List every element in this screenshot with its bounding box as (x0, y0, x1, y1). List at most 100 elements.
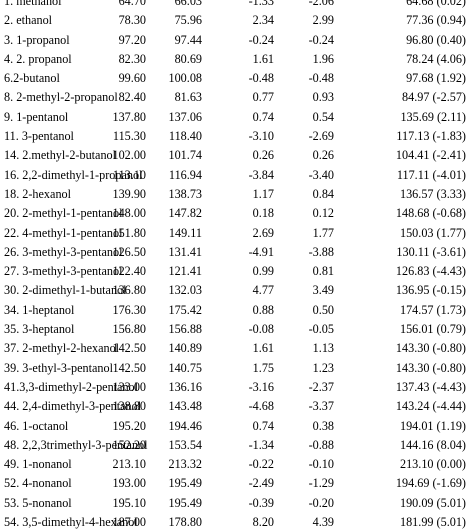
relative-error-value: -2.06 (308, 0, 334, 8)
relative-error-value: 1.96 (312, 51, 334, 66)
relative-error-value: 1.77 (312, 225, 334, 240)
alternative-prediction-value: 143.30 (-0.80) (395, 360, 466, 375)
predicted-value: 137.06 (168, 109, 202, 124)
predicted-value: 178.80 (168, 515, 202, 530)
experimental-value: 136.80 (112, 283, 146, 298)
experimental-value: 187.00 (112, 515, 146, 530)
alternative-prediction-value: 143.30 (-0.80) (395, 341, 466, 356)
compound-name: 27. 3-methyl-3-pentanol (4, 264, 123, 279)
residual-value: 0.77 (252, 90, 274, 105)
predicted-value: 131.41 (168, 244, 202, 259)
alternative-prediction-value: 135.69 (2.11) (400, 109, 466, 124)
alternative-prediction-value: 194.01 (1.19) (399, 418, 466, 433)
compound-name: 52. 4-nonanol (4, 476, 72, 491)
alternative-prediction-value: 144.16 (8.04) (399, 437, 466, 452)
compound-name: 3. 1-propanol (4, 32, 70, 47)
predicted-value: 97.44 (174, 32, 202, 47)
residual-value: -3.84 (248, 167, 274, 182)
experimental-value: 137.80 (112, 109, 146, 124)
experimental-value: 78.30 (118, 13, 146, 28)
predicted-value: 195.49 (168, 495, 202, 510)
alternative-prediction-value: 104.41 (-2.41) (395, 148, 466, 163)
compound-name: 41.3,3-dimethyl-2-pentanol (4, 379, 139, 394)
experimental-value: 64.70 (118, 0, 146, 8)
compound-name: 18. 2-hexanol (4, 186, 72, 201)
predicted-value: 116.94 (168, 167, 202, 182)
relative-error-value: 0.54 (312, 109, 334, 124)
compound-name: 37. 2-methyl-2-hexanol (4, 341, 120, 356)
table-row: 9. 1-pentanol 137.80 137.06 0.74 0.54 135.69 … (0, 108, 474, 127)
compound-name: 26. 3-methyl-3-pentanol (4, 244, 123, 259)
table-row: 26. 3-methyl-3-pentanol 126.50 131.41 -4.91… (0, 243, 474, 262)
experimental-value: 151.80 (112, 225, 146, 240)
relative-error-value: 0.93 (312, 90, 334, 105)
predicted-value: 213.32 (168, 457, 202, 472)
compound-name: 44. 2,4-dimethyl-3-pentanol (4, 399, 142, 414)
alternative-prediction-value: 137.43 (-4.43) (395, 379, 466, 394)
predicted-value: 195.49 (168, 476, 202, 491)
residual-value: -0.48 (248, 71, 274, 86)
residual-value: 0.88 (252, 302, 274, 317)
alternative-prediction-value: 96.80 (0.40) (406, 32, 466, 47)
alternative-prediction-value: 64.68 (0.02) (406, 0, 466, 8)
residual-value: -0.08 (248, 322, 274, 337)
experimental-value: 156.80 (112, 322, 146, 337)
experimental-value: 133.00 (112, 379, 146, 394)
relative-error-value: 0.84 (312, 186, 334, 201)
table-row: 35. 3-heptanol 156.80 156.88 -0.08 -0.05 156.… (0, 320, 474, 339)
predicted-value: 81.63 (174, 90, 202, 105)
experimental-value: 142.50 (112, 360, 146, 375)
alternative-prediction-value: 150.03 (1.77) (399, 225, 466, 240)
residual-value: 0.74 (252, 109, 274, 124)
residual-value: 1.17 (252, 186, 274, 201)
experimental-value: 126.50 (112, 244, 146, 259)
compound-name: 8. 2-methyl-2-propanol (4, 90, 118, 105)
alternative-prediction-value: 117.11 (-4.01) (396, 167, 466, 182)
residual-value: 1.61 (252, 341, 274, 356)
relative-error-value: 0.12 (312, 206, 334, 221)
predicted-value: 132.03 (168, 283, 202, 298)
compound-name: 9. 1-pentanol (4, 109, 69, 124)
predicted-value: 153.54 (168, 437, 202, 452)
relative-error-value: 1.23 (312, 360, 334, 375)
residual-value: 8.20 (252, 515, 274, 530)
relative-error-value: -2.37 (308, 379, 334, 394)
compound-name: 34. 1-heptanol (4, 302, 75, 317)
experimental-value: 99.60 (118, 71, 146, 86)
table-row: 20. 2-methyl-1-pentanol 148.00 147.82 0.18 0… (0, 204, 474, 223)
experimental-value: 82.30 (118, 51, 146, 66)
experimental-value: 148.00 (112, 206, 146, 221)
compound-name: 11. 3-pentanol (4, 129, 74, 144)
table-row: 30. 2-dimethyl-1-butanol 136.80 132.03 4.77… (0, 281, 474, 300)
table-row: 6.2-butanol 99.60 100.08 -0.48 -0.48 97.68 (1… (0, 69, 474, 88)
predicted-value: 75.96 (174, 13, 202, 28)
table-row: 34. 1-heptanol 176.30 175.42 0.88 0.50 174.57… (0, 301, 474, 320)
table-row: 41.3,3-dimethyl-2-pentanol 133.00 136.16 -3… (0, 378, 474, 397)
table-row: 53. 5-nonanol 195.10 195.49 -0.39 -0.20 190.0… (0, 494, 474, 513)
table-row: 3. 1-propanol 97.20 97.44 -0.24 -0.24 96.80 (… (0, 31, 474, 50)
residual-value: 4.77 (252, 283, 274, 298)
alternative-prediction-value: 136.95 (-0.15) (395, 283, 466, 298)
predicted-value: 140.89 (168, 341, 202, 356)
relative-error-value: 4.39 (312, 515, 334, 530)
compound-name: 2. ethanol (4, 13, 53, 28)
experimental-value: 195.20 (112, 418, 146, 433)
relative-error-value: -0.05 (308, 322, 334, 337)
residual-value: 0.99 (252, 264, 274, 279)
compound-name: 49. 1-nonanol (4, 457, 72, 472)
alternative-prediction-value: 190.09 (5.01) (399, 495, 466, 510)
residual-value: 0.18 (252, 206, 274, 221)
predicted-value: 138.73 (168, 186, 202, 201)
relative-error-value: -3.88 (308, 244, 334, 259)
table-row: 46. 1-octanol 195.20 194.46 0.74 0.38 194.01 … (0, 417, 474, 436)
table-row: 49. 1-nonanol 213.10 213.32 -0.22 -0.10 213.1… (0, 455, 474, 474)
table-row: 8. 2-methyl-2-propanol 82.40 81.63 0.77 0.93… (0, 88, 474, 107)
predicted-value: 143.48 (168, 399, 202, 414)
experimental-value: 138.80 (112, 399, 146, 414)
relative-error-value: 3.49 (312, 283, 334, 298)
compound-name: 6.2-butanol (4, 71, 60, 86)
residual-value: -0.39 (248, 495, 274, 510)
compound-name: 39. 3-ethyl-3-pentanol (4, 360, 113, 375)
compound-name: 16. 2,2-dimethyl-1-propanol (4, 167, 143, 182)
